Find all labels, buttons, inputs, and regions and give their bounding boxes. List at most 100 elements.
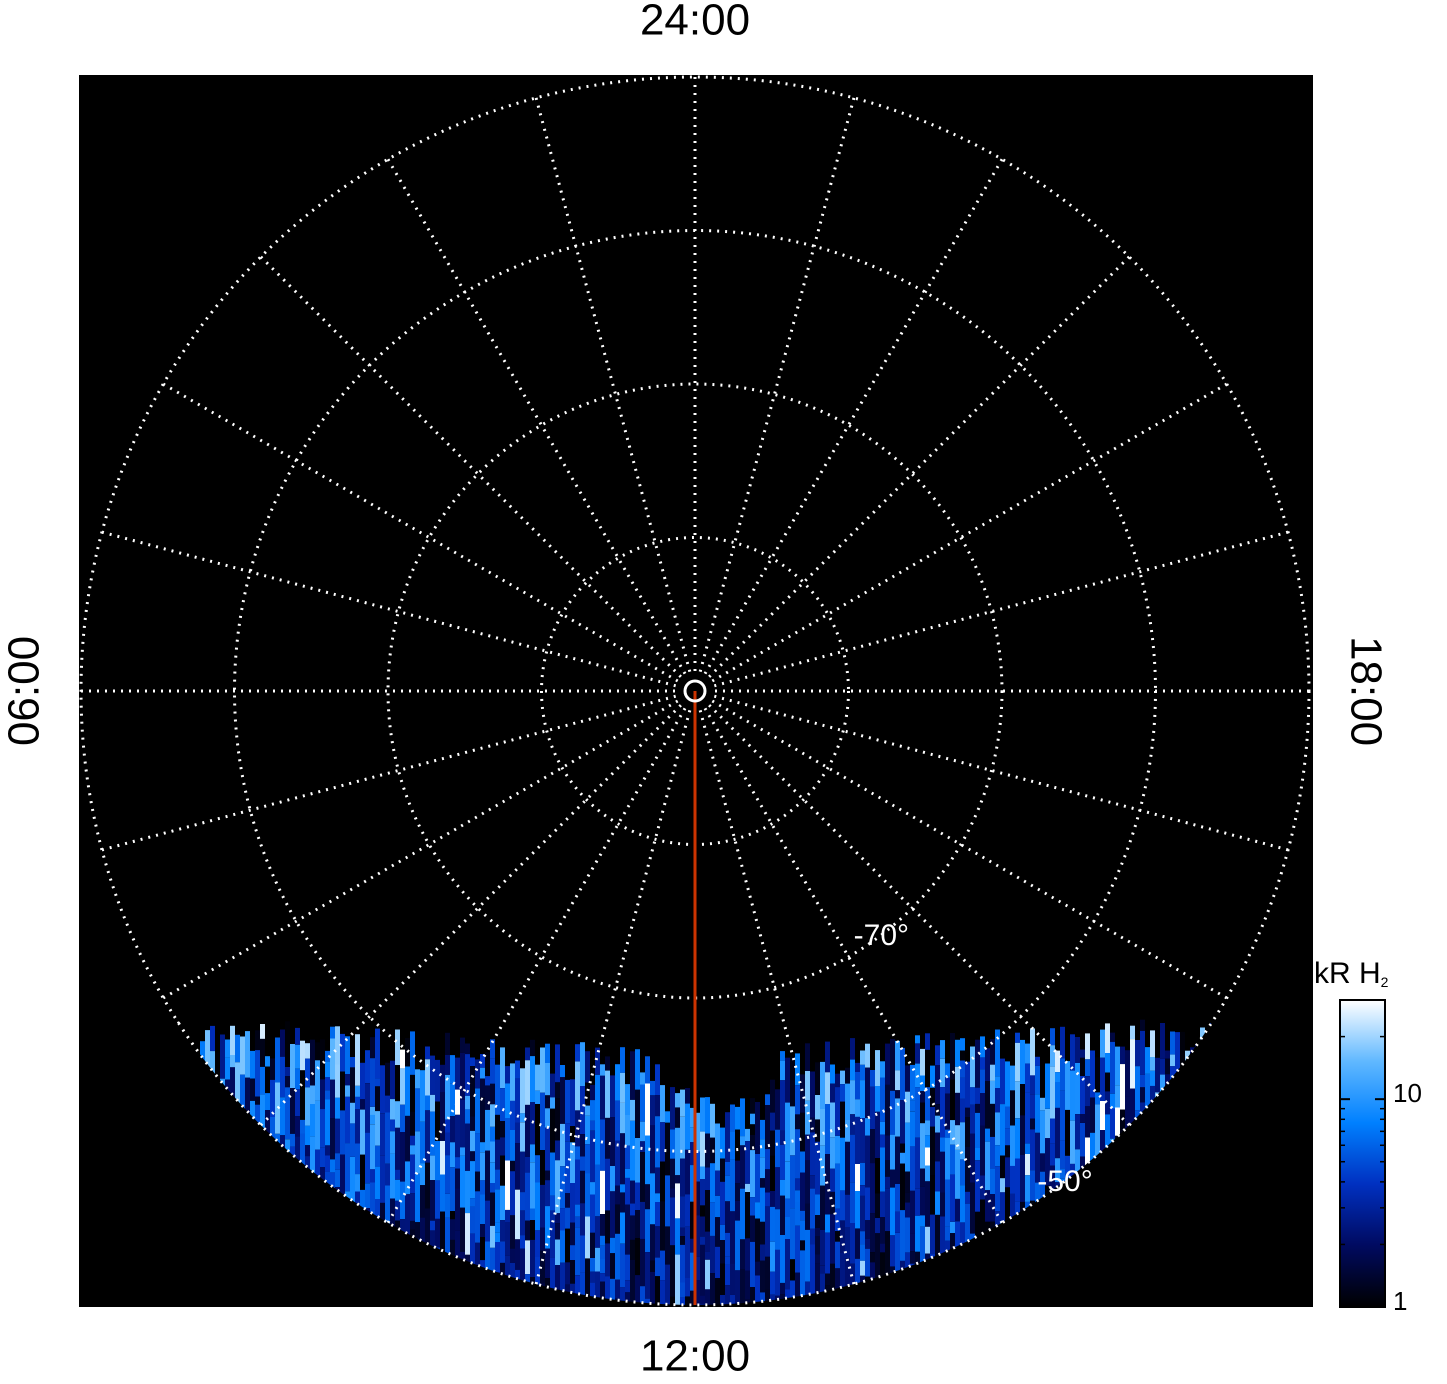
emission-pixel: [765, 1169, 770, 1193]
emission-pixel: [1030, 1028, 1035, 1076]
emission-pixel: [595, 1216, 600, 1248]
emission-pixel: [755, 1102, 760, 1154]
emission-pixel: [385, 1185, 390, 1237]
emission-pixel: [955, 1303, 960, 1305]
emission-pixel: [695, 1112, 700, 1152]
emission-pixel: [545, 1278, 550, 1290]
emission-pixel: [580, 1170, 585, 1204]
emission-pixel: [625, 1145, 630, 1169]
emission-pixel: [530, 1162, 535, 1209]
emission-pixel: [575, 1061, 580, 1111]
emission-pixel: [275, 1037, 280, 1083]
emission-pixel: [260, 1038, 265, 1067]
emission-pixel: [905, 1217, 910, 1253]
emission-pixel: [295, 1136, 300, 1177]
emission-pixel: [485, 1085, 490, 1110]
emission-pixel: [880, 1147, 885, 1192]
emission-pixel: [275, 1082, 280, 1134]
emission-pixel: [1000, 1104, 1005, 1156]
emission-pixel: [675, 1183, 680, 1219]
emission-pixel: [400, 1068, 405, 1105]
emission-pixel: [995, 1145, 1000, 1167]
emission-pixel: [600, 1170, 605, 1214]
emission-pixel: [425, 1059, 430, 1096]
emission-pixel: [475, 1242, 480, 1267]
emission-pixel: [620, 1212, 625, 1244]
emission-pixel: [1010, 1090, 1015, 1126]
emission-pixel: [785, 1149, 790, 1162]
emission-pixel: [635, 1049, 640, 1090]
emission-pixel: [330, 1118, 335, 1160]
emission-pixel: [335, 1064, 340, 1098]
emission-pixel: [630, 1180, 635, 1204]
emission-pixel: [610, 1191, 615, 1238]
emission-pixel: [705, 1167, 710, 1191]
emission-pixel: [810, 1307, 815, 1319]
emission-pixel: [825, 1214, 830, 1233]
emission-pixel: [325, 1099, 330, 1146]
emission-pixel: [600, 1259, 605, 1274]
emission-pixel: [905, 1202, 910, 1218]
emission-pixel: [640, 1141, 645, 1153]
emission-pixel: [765, 1192, 770, 1207]
emission-pixel: [775, 1167, 780, 1210]
emission-pixel: [495, 1114, 500, 1140]
emission-pixel: [910, 1251, 915, 1264]
emission-pixel: [865, 1043, 870, 1068]
emission-pixel: [580, 1156, 585, 1171]
emission-pixel: [610, 1253, 615, 1279]
emission-pixel: [570, 1283, 575, 1297]
emission-pixel: [650, 1095, 655, 1126]
emission-pixel: [910, 1100, 915, 1112]
emission-pixel: [640, 1286, 645, 1305]
emission-pixel: [520, 1235, 525, 1249]
emission-pixel: [490, 1247, 495, 1276]
emission-pixel: [370, 1124, 375, 1170]
emission-pixel: [450, 1211, 455, 1220]
emission-pixel: [885, 1188, 890, 1232]
emission-pixel: [390, 1131, 395, 1154]
emission-pixel: [920, 1309, 925, 1346]
emission-pixel: [1160, 1023, 1165, 1059]
emission-pixel: [735, 1183, 740, 1201]
emission-pixel: [690, 1290, 695, 1305]
emission-pixel: [855, 1062, 860, 1072]
emission-pixel: [350, 1067, 355, 1103]
emission-pixel: [535, 1230, 540, 1257]
emission-pixel: [315, 1100, 320, 1150]
emission-pixel: [375, 1086, 380, 1112]
emission-pixel: [855, 1258, 860, 1305]
emission-pixel: [815, 1254, 820, 1264]
emission-pixel: [800, 1112, 805, 1152]
emission-pixel: [635, 1238, 640, 1276]
emission-pixel: [480, 1078, 485, 1098]
emission-pixel: [465, 1170, 470, 1214]
emission-pixel: [850, 1114, 855, 1135]
emission-pixel: [785, 1057, 790, 1103]
emission-pixel: [485, 1200, 490, 1242]
emission-pixel: [555, 1265, 560, 1294]
emission-pixel: [620, 1133, 625, 1185]
emission-pixel: [1030, 1129, 1035, 1171]
emission-pixel: [935, 1132, 940, 1162]
emission-pixel: [585, 1051, 590, 1083]
emission-pixel: [1080, 1076, 1085, 1115]
emission-pixel: [280, 1056, 285, 1098]
emission-pixel: [480, 1097, 485, 1143]
emission-pixel: [595, 1271, 600, 1305]
emission-pixel: [665, 1122, 670, 1176]
emission-pixel: [640, 1201, 645, 1239]
emission-pixel: [615, 1140, 620, 1186]
emission-pixel: [580, 1235, 585, 1273]
emission-pixel: [465, 1109, 470, 1124]
emission-pixel: [680, 1297, 685, 1305]
emission-pixel: [940, 1216, 945, 1265]
emission-pixel: [255, 1030, 260, 1050]
emission-pixel: [1100, 1101, 1105, 1130]
emission-pixel: [975, 1160, 980, 1212]
emission-pixel: [330, 1172, 335, 1193]
emission-pixel: [1120, 1064, 1125, 1110]
emission-pixel: [975, 1211, 980, 1242]
emission-pixel: [1070, 1120, 1075, 1164]
emission-pixel: [810, 1188, 815, 1229]
